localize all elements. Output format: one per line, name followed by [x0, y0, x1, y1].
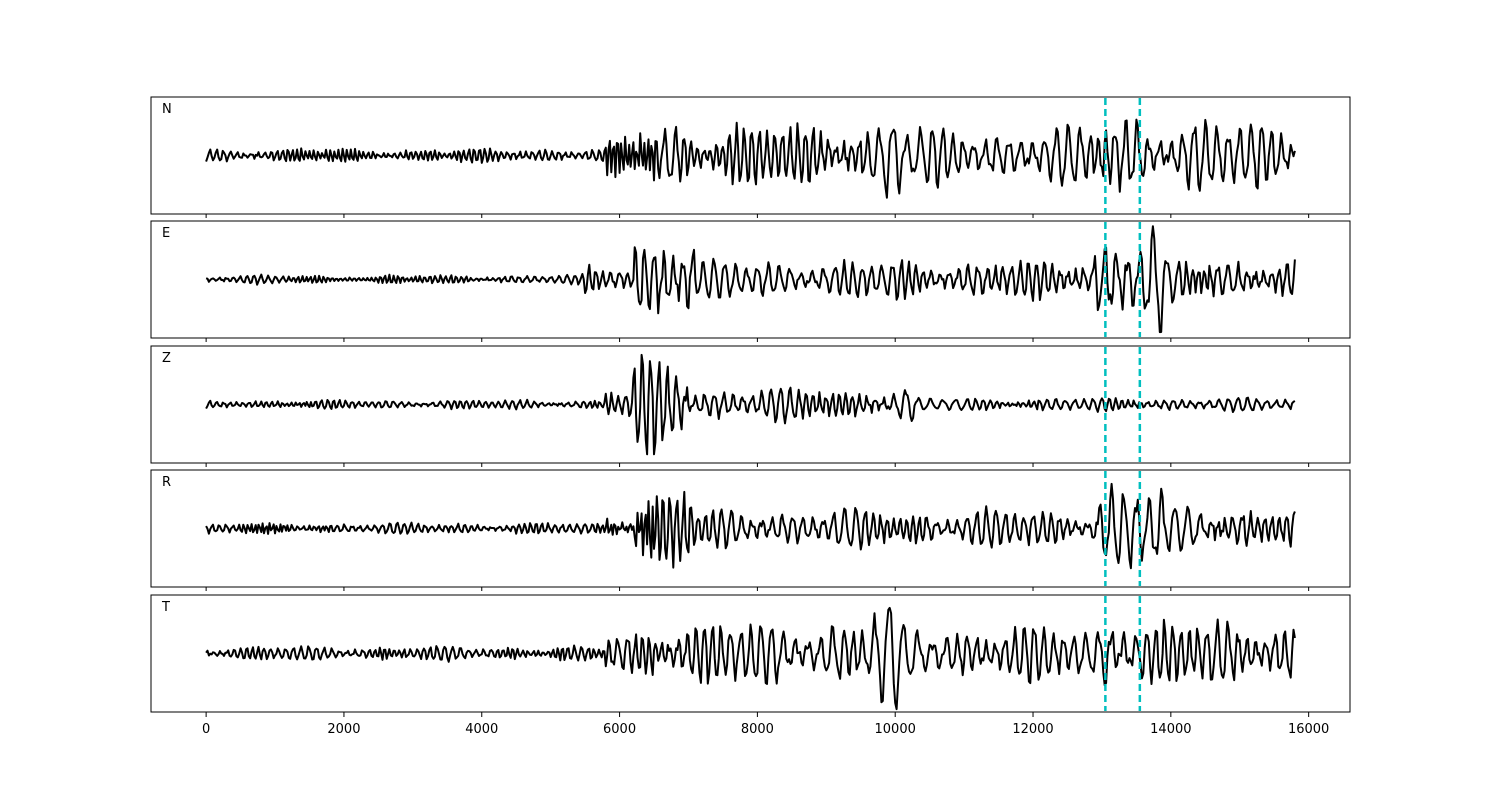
panel-frame: [150, 220, 1351, 339]
panel-label: Z: [162, 351, 171, 366]
x-tick-label: 2000: [327, 722, 360, 737]
panel-frame: [150, 594, 1351, 713]
trace-e: [205, 225, 1296, 334]
panel-frame: [150, 469, 1351, 588]
x-tick-label: 12000: [1012, 722, 1053, 737]
x-axis: 0 2000 4000 6000 8000 10000 12000 14000 16000: [202, 712, 1329, 737]
panel-frame: [150, 345, 1351, 464]
x-tick-label: 4000: [465, 722, 498, 737]
panel-label: E: [162, 226, 170, 241]
trace-r: [205, 482, 1296, 570]
x-tick-label: 10000: [875, 722, 916, 737]
x-tick-label: 8000: [741, 722, 774, 737]
trace-n: [205, 118, 1296, 199]
panel-e: E: [150, 220, 1351, 342]
trace-z: [205, 353, 1296, 456]
panel-label: T: [161, 600, 170, 615]
panel-z: Z: [150, 345, 1351, 467]
panel-frame: [150, 96, 1351, 215]
x-tick-label: 14000: [1150, 722, 1191, 737]
trace-t: [205, 606, 1296, 711]
panel-r: R: [150, 469, 1351, 591]
trace-panels: N E Z R T: [150, 96, 1351, 713]
panel-t: T: [150, 594, 1351, 713]
panel-label: R: [162, 475, 171, 490]
x-tick-label: 16000: [1288, 722, 1329, 737]
x-tick-label: 0: [202, 722, 210, 737]
x-tick-label: 6000: [603, 722, 636, 737]
panel-label: N: [162, 102, 172, 117]
panel-n: N: [150, 96, 1351, 218]
